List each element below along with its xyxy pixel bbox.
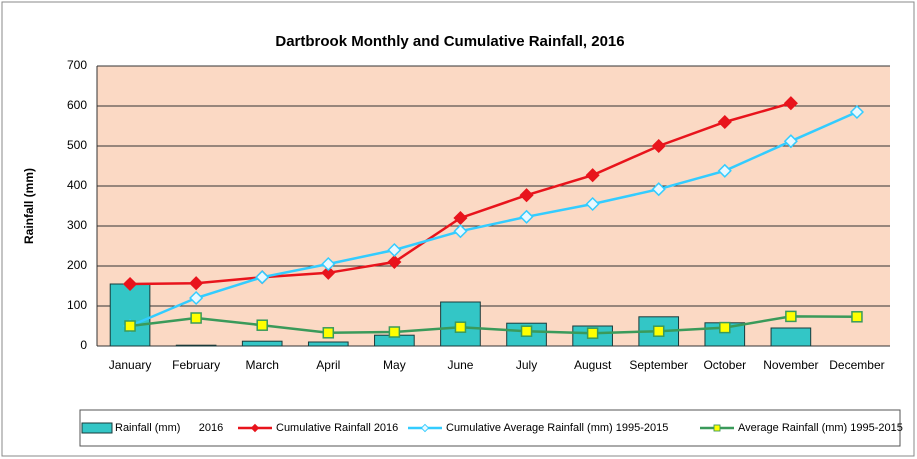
marker xyxy=(719,321,731,334)
marker xyxy=(387,242,402,258)
marker xyxy=(586,327,599,339)
marker xyxy=(849,104,865,120)
y-tick-label: 700 xyxy=(67,58,87,72)
legend-marker xyxy=(250,423,260,433)
legend-swatch xyxy=(81,422,113,434)
marker xyxy=(519,209,534,224)
x-tick-label: December xyxy=(829,358,884,372)
y-tick-label: 100 xyxy=(67,298,87,312)
x-tick-label: July xyxy=(516,358,537,372)
marker xyxy=(387,254,402,270)
legend-marker xyxy=(420,423,430,433)
marker xyxy=(851,311,863,323)
line xyxy=(129,315,857,335)
legend-marker xyxy=(713,424,721,432)
bar xyxy=(175,344,217,347)
marker xyxy=(651,138,666,154)
x-tick-label: March xyxy=(246,358,279,372)
legend-box xyxy=(79,409,901,447)
y-tick-label: 0 xyxy=(80,338,87,352)
x-tick-label: May xyxy=(383,358,406,372)
marker xyxy=(256,319,268,331)
y-tick-label: 400 xyxy=(67,178,87,192)
x-tick-label: January xyxy=(109,358,152,372)
y-tick-label: 600 xyxy=(67,98,87,112)
marker xyxy=(453,224,468,239)
marker xyxy=(783,134,798,149)
x-tick-label: October xyxy=(703,358,746,372)
marker xyxy=(785,310,797,323)
x-tick-label: April xyxy=(316,358,340,372)
marker xyxy=(190,312,202,324)
marker xyxy=(585,196,600,212)
bar xyxy=(307,341,349,347)
x-tick-label: August xyxy=(574,358,612,372)
marker xyxy=(717,114,732,130)
bar xyxy=(770,327,812,347)
marker xyxy=(453,210,468,226)
marker xyxy=(189,290,204,306)
marker xyxy=(322,327,335,339)
x-tick-label: September xyxy=(629,358,688,372)
legend-label: Cumulative Average Rainfall (mm) 1995-20… xyxy=(446,422,668,434)
marker xyxy=(717,163,732,178)
legend-label: Average Rainfall (mm) 1995-2015 xyxy=(738,422,903,434)
y-tick-label: 300 xyxy=(67,218,87,232)
x-tick-label: November xyxy=(763,358,818,372)
bar xyxy=(241,340,283,347)
marker xyxy=(124,320,136,332)
marker xyxy=(321,256,336,272)
marker xyxy=(519,188,534,203)
marker xyxy=(651,182,666,197)
marker xyxy=(189,276,204,291)
x-tick-label: June xyxy=(447,358,473,372)
marker xyxy=(585,168,600,183)
x-tick-label: February xyxy=(172,358,220,372)
legend-label: Rainfall (mm) 2016 xyxy=(115,422,223,434)
marker xyxy=(454,321,467,333)
chart-title: Dartbrook Monthly and Cumulative Rainfal… xyxy=(275,33,624,50)
y-axis-title: Rainfall (mm) xyxy=(22,168,36,244)
y-tick-label: 500 xyxy=(67,138,87,152)
marker xyxy=(321,265,336,280)
marker xyxy=(255,270,270,285)
marker xyxy=(122,276,138,292)
marker xyxy=(520,325,533,337)
y-tick-label: 200 xyxy=(67,258,87,272)
legend-label: Cumulative Rainfall 2016 xyxy=(276,422,398,434)
bar xyxy=(109,283,151,347)
marker xyxy=(388,326,401,338)
marker xyxy=(783,96,798,111)
line xyxy=(129,110,858,328)
marker xyxy=(652,325,665,337)
